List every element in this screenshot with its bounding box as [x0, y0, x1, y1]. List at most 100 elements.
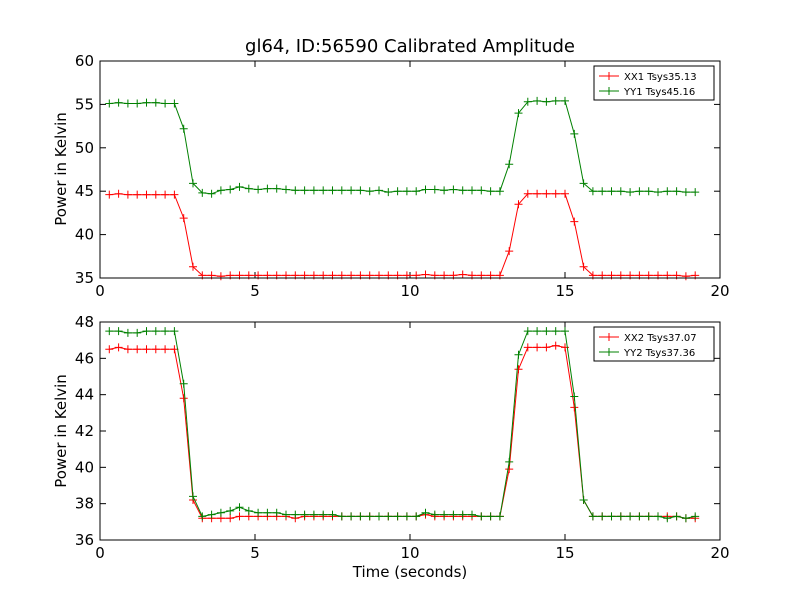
- data-point: [347, 186, 356, 195]
- legend: XX2 Tsys37.07 YY2 Tsys37.36: [593, 326, 715, 362]
- data-point: [468, 510, 476, 519]
- data-point: [161, 99, 170, 108]
- data-point: [142, 190, 151, 199]
- data-point: [505, 247, 514, 256]
- plot-frame: [99, 321, 721, 541]
- data-point: [161, 327, 170, 336]
- data-point: [570, 217, 579, 226]
- data-point: [272, 184, 281, 193]
- series-line: [109, 330, 696, 519]
- series-markers: [105, 96, 700, 198]
- data-point: [114, 327, 123, 336]
- data-point: [514, 350, 523, 359]
- data-point: [579, 179, 588, 188]
- data-point: [561, 327, 569, 336]
- data-point: [244, 184, 253, 193]
- data-point: [551, 189, 560, 198]
- legend-entry: XX2 Tsys37.07: [624, 333, 697, 344]
- data-point: [105, 190, 114, 199]
- data-point: [458, 510, 467, 519]
- data-point: [337, 186, 346, 195]
- data-point: [421, 185, 430, 194]
- data-point: [133, 345, 142, 354]
- data-point: [579, 262, 588, 271]
- data-point: [300, 186, 309, 195]
- data-point: [123, 99, 132, 108]
- x-tick-label: 5: [250, 544, 260, 562]
- data-point: [123, 345, 132, 354]
- data-point: [542, 343, 551, 352]
- y-tick-label: 50: [75, 139, 94, 157]
- data-point: [449, 510, 458, 519]
- data-point: [291, 510, 300, 519]
- data-point: [495, 187, 504, 196]
- data-point: [616, 512, 625, 521]
- data-point: [170, 190, 179, 199]
- legend-entry: YY2 Tsys37.36: [623, 348, 695, 359]
- data-point: [663, 187, 672, 196]
- plot-frame: [99, 60, 721, 279]
- y-tick-label: 55: [75, 95, 94, 113]
- data-point: [123, 328, 132, 337]
- data-point: [384, 512, 393, 521]
- data-point: [626, 188, 635, 197]
- data-point: [430, 510, 439, 519]
- data-point: [681, 188, 690, 197]
- top-subplot: 0 5 10 15 20 35 40 45 50 55 60 Power in Kelvin XX1 T…: [52, 52, 730, 300]
- y-axis-label: Power in Kelvin: [52, 374, 70, 488]
- series-line: [109, 100, 696, 195]
- data-point: [207, 189, 216, 198]
- data-point: [691, 188, 700, 197]
- data-point: [151, 190, 160, 199]
- y-tick-label: 48: [75, 313, 94, 331]
- legend: XX1 Tsys35.13 YY1 Tsys45.16: [593, 65, 715, 101]
- data-point: [263, 508, 272, 517]
- data-point: [319, 186, 328, 195]
- data-point: [598, 187, 607, 196]
- data-point: [198, 188, 207, 197]
- data-point: [105, 345, 114, 354]
- data-point: [189, 262, 197, 271]
- data-point: [263, 184, 272, 193]
- data-point: [440, 510, 449, 519]
- data-point: [151, 345, 160, 354]
- data-point: [588, 187, 597, 196]
- data-point: [672, 187, 681, 196]
- legend-box: [593, 326, 715, 362]
- data-point: [588, 512, 597, 521]
- data-point: [561, 96, 569, 105]
- data-point: [635, 512, 644, 521]
- x-tick-label: 5: [250, 282, 260, 300]
- data-point: [644, 187, 653, 196]
- legend-marker: [605, 333, 613, 341]
- data-point: [254, 185, 263, 194]
- data-point: [142, 98, 151, 107]
- data-point: [616, 187, 625, 196]
- legend-entry: XX1 Tsys35.13: [624, 72, 697, 83]
- data-point: [198, 512, 207, 521]
- legend-marker: [605, 72, 613, 80]
- data-point: [170, 327, 179, 336]
- data-point: [161, 190, 170, 199]
- series-line: [109, 193, 696, 277]
- y-axis-label: Power in Kelvin: [52, 112, 70, 226]
- data-point: [523, 343, 532, 352]
- data-point: [672, 512, 681, 521]
- data-point: [430, 185, 439, 194]
- y-tick-label: 45: [75, 182, 94, 200]
- data-point: [607, 512, 616, 521]
- data-point: [216, 272, 225, 281]
- data-point: [226, 506, 235, 515]
- figure-title: gl64, ID:56590 Calibrated Amplitude: [245, 36, 575, 57]
- data-point: [384, 188, 393, 197]
- data-point: [151, 327, 160, 336]
- data-point: [486, 187, 495, 196]
- data-point: [309, 510, 318, 519]
- data-point: [626, 512, 635, 521]
- data-point: [375, 186, 383, 195]
- data-point: [133, 328, 142, 337]
- y-tick-label: 60: [75, 52, 94, 70]
- data-point: [542, 97, 551, 106]
- data-point: [365, 187, 374, 196]
